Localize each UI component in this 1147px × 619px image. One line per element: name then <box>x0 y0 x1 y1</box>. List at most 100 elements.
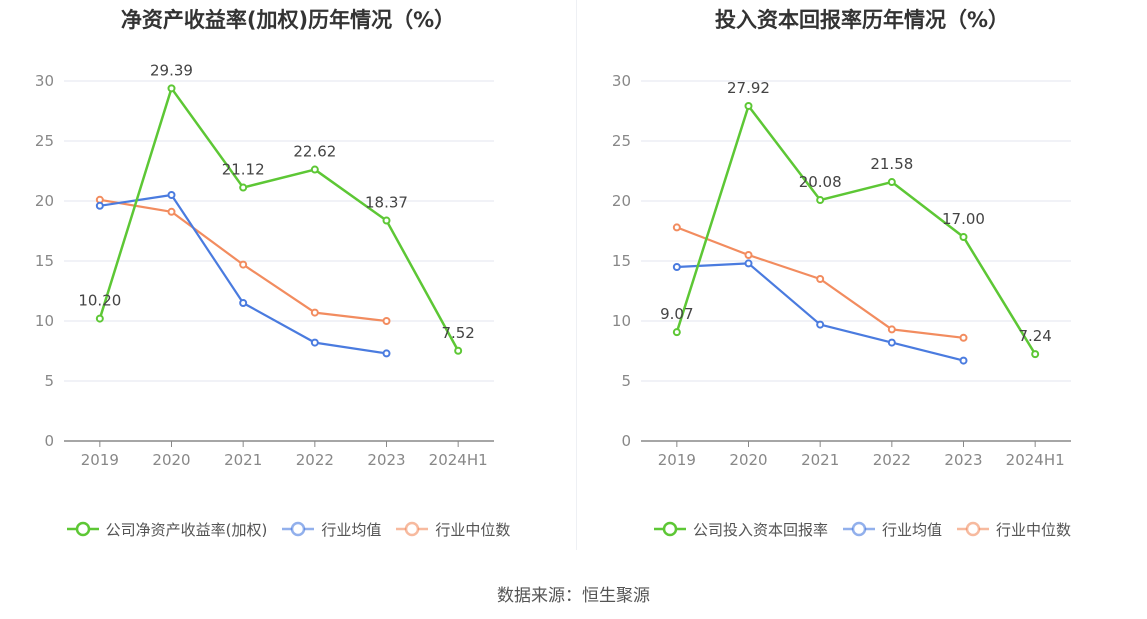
x-tick-label: 2023 <box>944 451 982 469</box>
legend-item[interactable]: 行业均值 <box>281 518 381 540</box>
legend-label: 行业均值 <box>321 520 382 539</box>
x-tick-label: 2024H1 <box>1006 451 1065 469</box>
data-label: 18.37 <box>365 194 408 212</box>
legend-item[interactable]: 行业均值 <box>842 518 942 540</box>
data-point <box>887 338 896 347</box>
legend-item[interactable]: 行业中位数 <box>956 518 1071 540</box>
legend-item[interactable]: 公司投入资本回报率 <box>653 518 828 540</box>
data-label: 21.58 <box>870 155 913 173</box>
data-label: 10.20 <box>78 292 121 310</box>
chart-legend: 公司净资产收益率(加权) 行业均值 行业中位数 <box>0 518 576 540</box>
x-tick-label: 2022 <box>296 451 334 469</box>
data-label: 22.62 <box>293 143 336 161</box>
chart-roic: 投入资本回报率历年情况（%） 0 5 10 15 20 25 30 2019 2020 2021 2… <box>577 0 1147 560</box>
data-point <box>672 328 681 337</box>
data-point <box>816 196 825 205</box>
series-line <box>98 87 460 352</box>
data-point <box>167 207 176 216</box>
y-tick-label: 30 <box>612 72 631 90</box>
y-tick-label: 10 <box>35 312 54 330</box>
data-point <box>382 216 391 225</box>
data-point <box>310 308 319 317</box>
legend-marker-icon <box>957 521 989 537</box>
panel-divider <box>576 0 577 550</box>
data-point <box>1031 350 1040 359</box>
x-tick-label: 2020 <box>152 451 190 469</box>
data-label: 27.92 <box>727 79 770 97</box>
x-tick-label: 2021 <box>224 451 262 469</box>
y-tick-label: 5 <box>621 372 631 390</box>
data-label: 21.12 <box>222 161 265 179</box>
legend-label: 行业均值 <box>881 520 942 539</box>
series-line <box>99 193 387 355</box>
data-label: 7.52 <box>441 324 474 342</box>
y-tick-label: 20 <box>35 192 54 210</box>
x-tick-label: 2024H1 <box>429 451 488 469</box>
data-point <box>95 314 104 323</box>
y-tick-label: 30 <box>35 72 54 90</box>
data-point <box>744 101 753 110</box>
data-point <box>744 251 753 259</box>
chart-title: 投入资本回报率历年情况（%） <box>714 8 1010 32</box>
data-point <box>310 165 319 174</box>
chart-legend: 公司投入资本回报率 行业均值 行业中位数 <box>577 518 1147 540</box>
data-point <box>167 191 176 199</box>
data-point <box>816 275 825 283</box>
data-point <box>672 223 681 232</box>
data-label: 29.39 <box>150 61 193 79</box>
data-point <box>167 84 176 93</box>
legend-marker-icon <box>66 521 99 537</box>
data-point <box>382 349 391 358</box>
data-source: 数据来源：恒生聚源 <box>497 586 650 606</box>
data-label: 20.08 <box>799 173 842 191</box>
x-tick-label: 2020 <box>729 451 767 469</box>
data-point <box>239 260 248 269</box>
legend-marker-icon <box>396 521 429 537</box>
legend-label: 公司净资产收益率(加权) <box>105 520 268 539</box>
legend-label: 行业中位数 <box>996 520 1072 539</box>
x-tick-label: 2023 <box>367 451 405 469</box>
x-tick-label: 2019 <box>81 451 119 469</box>
y-tick-label: 0 <box>621 432 631 450</box>
legend-item[interactable]: 公司净资产收益率(加权) <box>66 518 268 540</box>
data-point <box>887 325 896 334</box>
data-point <box>310 338 319 347</box>
y-tick-label: 25 <box>612 132 631 150</box>
data-point <box>239 183 248 192</box>
x-tick-label: 2022 <box>873 451 911 469</box>
legend-label: 行业中位数 <box>435 520 511 539</box>
data-label: 17.00 <box>942 210 985 228</box>
data-point <box>95 201 104 210</box>
y-tick-label: 15 <box>612 252 631 270</box>
data-label: 7.24 <box>1018 327 1051 345</box>
data-point <box>959 333 968 342</box>
y-tick-label: 10 <box>612 312 631 330</box>
legend-marker-icon <box>842 521 875 537</box>
x-tick-label: 2021 <box>801 451 839 469</box>
y-tick-label: 20 <box>612 192 631 210</box>
data-point <box>816 320 825 329</box>
chart-title: 净资产收益率(加权)历年情况（%） <box>120 8 456 32</box>
data-point <box>672 263 681 271</box>
chart-plot: 0 5 10 15 20 25 30 2019 2020 2021 2022 2023 2024H1 9.… <box>612 72 1071 469</box>
x-tick-label: 2019 <box>658 451 696 469</box>
data-point <box>959 233 968 241</box>
legend-marker-icon <box>653 521 686 537</box>
y-tick-label: 15 <box>35 252 54 270</box>
data-point <box>454 346 463 355</box>
legend-marker-icon <box>282 521 315 537</box>
y-tick-label: 5 <box>44 372 54 390</box>
y-tick-label: 0 <box>44 432 54 450</box>
chart-roe: 净资产收益率(加权)历年情况（%） 0 5 10 15 20 25 30 2019 2020 20… <box>0 0 576 560</box>
data-point <box>887 178 896 187</box>
legend-item[interactable]: 行业中位数 <box>395 518 510 540</box>
y-tick-label: 25 <box>35 132 54 150</box>
chart-plot: 0 5 10 15 20 25 30 2019 2020 2021 2022 2023 2024H1 10… <box>35 61 494 469</box>
data-point <box>744 259 753 268</box>
data-point <box>239 299 248 307</box>
data-label: 9.07 <box>660 305 693 323</box>
data-point <box>382 317 391 325</box>
legend-label: 公司投入资本回报率 <box>692 520 828 539</box>
data-point <box>959 356 968 365</box>
series-line <box>675 104 1037 355</box>
